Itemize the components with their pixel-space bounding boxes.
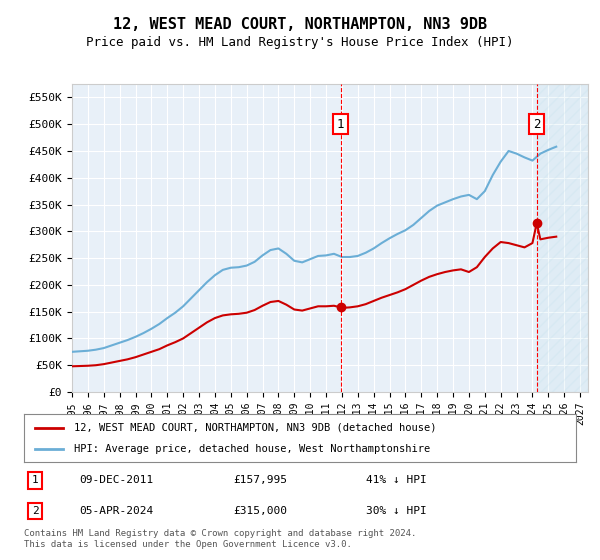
Text: 2: 2 [32, 506, 38, 516]
Text: 12, WEST MEAD COURT, NORTHAMPTON, NN3 9DB: 12, WEST MEAD COURT, NORTHAMPTON, NN3 9D… [113, 17, 487, 32]
Text: Price paid vs. HM Land Registry's House Price Index (HPI): Price paid vs. HM Land Registry's House … [86, 36, 514, 49]
Text: £157,995: £157,995 [234, 475, 288, 485]
Text: 30% ↓ HPI: 30% ↓ HPI [366, 506, 427, 516]
Text: 09-DEC-2011: 09-DEC-2011 [79, 475, 154, 485]
Text: 2: 2 [533, 118, 541, 130]
Text: 05-APR-2024: 05-APR-2024 [79, 506, 154, 516]
Text: HPI: Average price, detached house, West Northamptonshire: HPI: Average price, detached house, West… [74, 444, 430, 454]
Bar [537, 84, 588, 392]
Text: 1: 1 [32, 475, 38, 485]
Text: 41% ↓ HPI: 41% ↓ HPI [366, 475, 427, 485]
Text: Contains HM Land Registry data © Crown copyright and database right 2024.: Contains HM Land Registry data © Crown c… [24, 529, 416, 538]
Text: £315,000: £315,000 [234, 506, 288, 516]
Text: This data is licensed under the Open Government Licence v3.0.: This data is licensed under the Open Gov… [24, 540, 352, 549]
Text: 1: 1 [337, 118, 344, 130]
Text: 12, WEST MEAD COURT, NORTHAMPTON, NN3 9DB (detached house): 12, WEST MEAD COURT, NORTHAMPTON, NN3 9D… [74, 423, 436, 433]
